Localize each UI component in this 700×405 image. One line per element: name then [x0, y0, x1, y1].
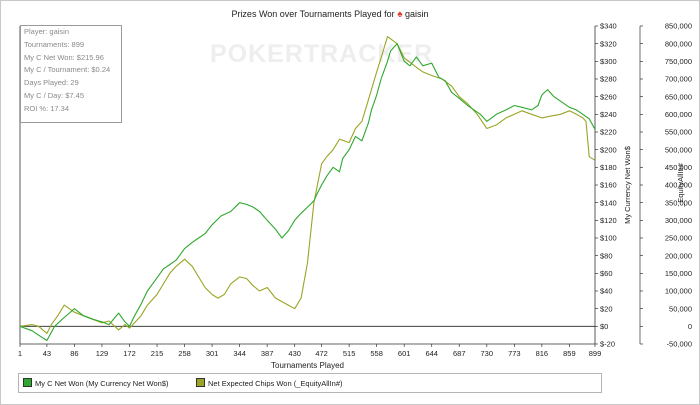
chart-title: Prizes Won over Tournaments Played for ♠… [0, 9, 660, 20]
stat-per-tournament: My C / Tournament: $0.24 [24, 65, 111, 75]
y-tick-label-right: -50,000 [667, 340, 692, 349]
legend-swatch-net-won [23, 378, 32, 387]
x-tick-label: 344 [233, 349, 246, 358]
x-tick-label: 215 [151, 349, 164, 358]
y-tick-label-left: $0 [600, 322, 608, 331]
x-tick-label: 773 [508, 349, 521, 358]
y-tick-label-right: 550,000 [665, 128, 692, 137]
y-tick-label-left: $140 [600, 198, 617, 207]
y-tick-label-left: $340 [600, 22, 617, 31]
chart-title-player: gaisin [405, 9, 429, 19]
legend-item-expected-chips[interactable]: Net Expected Chips Won (_EquityAllIn#) [196, 378, 343, 388]
y-tick-label-left: $260 [600, 92, 617, 101]
y-tick-label-left: $200 [600, 145, 617, 154]
y-tick-label-right: 250,000 [665, 234, 692, 243]
x-tick-label: 43 [43, 349, 51, 358]
y-tick-label-right: 400,000 [665, 181, 692, 190]
x-tick-label: 687 [453, 349, 466, 358]
legend: My C Net Won (My Currency Net Won$) Net … [18, 373, 602, 393]
y-tick-label-left: $180 [600, 163, 617, 172]
y-tick-label-right: 500,000 [665, 145, 692, 154]
y-axis-title-left: My Currency Net Won$ [623, 145, 632, 224]
x-tick-label: 129 [96, 349, 109, 358]
x-tick-label: 430 [288, 349, 301, 358]
spade-icon: ♠ [397, 9, 403, 20]
legend-label-net-won: My C Net Won (My Currency Net Won$) [35, 379, 169, 388]
y-tick-label-left: $20 [600, 304, 613, 313]
y-tick-label-right: 350,000 [665, 198, 692, 207]
series-layer [19, 36, 596, 342]
stat-days-played: Days Played: 29 [24, 78, 79, 88]
y-tick-label-right: 800,000 [665, 39, 692, 48]
y-tick-label-left: $220 [600, 128, 617, 137]
y-tick-label-left: $-20 [600, 340, 615, 349]
x-tick-label: 601 [398, 349, 411, 358]
x-tick-label: 387 [261, 349, 274, 358]
y-tick-label-right: 300,000 [665, 216, 692, 225]
y-tick-label-left: $160 [600, 181, 617, 190]
y-tick-label-right: 850,000 [665, 22, 692, 31]
y-tick-label-left: $280 [600, 75, 617, 84]
y-tick-label-left: $80 [600, 251, 613, 260]
y-tick-label-right: 50,000 [669, 304, 692, 313]
stat-per-day: My C / Day: $7.45 [24, 90, 85, 100]
legend-swatch-expected-chips [196, 378, 205, 387]
x-tick-label: 515 [343, 349, 356, 358]
x-tick-label: 172 [123, 349, 136, 358]
series-line-expected-chips [19, 36, 596, 334]
x-tick-label: 472 [315, 349, 328, 358]
y-tick-label-left: $120 [600, 216, 617, 225]
pokertracker-watermark: POKERTRACKER [210, 40, 434, 68]
stat-tournaments: Tournaments: 899 [24, 39, 85, 49]
y-tick-label-right: 600,000 [665, 110, 692, 119]
stat-player: Player: gaisin [24, 27, 70, 36]
stats-box: Player: gaisin Tournaments: 899 My C Net… [20, 25, 122, 123]
series-line-net-won [19, 43, 596, 342]
y-tick-label-left: $300 [600, 57, 617, 66]
y-tick-label-left: $60 [600, 269, 613, 278]
x-tick-label: 558 [370, 349, 383, 358]
y-tick-label-right: 750,000 [665, 57, 692, 66]
stat-roi: ROI %: 17.34 [24, 103, 70, 113]
legend-label-expected-chips: Net Expected Chips Won (_EquityAllIn#) [208, 379, 343, 388]
y-tick-label-right: 200,000 [665, 251, 692, 260]
y-tick-label-left: $100 [600, 234, 617, 243]
x-axis-title: Tournaments Played [271, 361, 344, 370]
legend-item-net-won[interactable]: My C Net Won (My Currency Net Won$) [23, 378, 169, 388]
x-tick-label: 816 [536, 349, 549, 358]
x-tick-label: 1 [18, 349, 22, 358]
y-tick-label-right: 450,000 [665, 163, 692, 172]
y-tick-label-left: $240 [600, 110, 617, 119]
y-tick-label-right: 100,000 [665, 287, 692, 296]
y-tick-label-right: 650,000 [665, 92, 692, 101]
chart-title-text: Prizes Won over Tournaments Played for [231, 9, 395, 19]
y-tick-label-right: 0 [688, 322, 692, 331]
labels-layer: 1 43 86 129 172 215 258 301 344 387 430 472 515 558 60… [18, 22, 692, 370]
x-tick-label: 899 [589, 349, 602, 358]
stat-net-won: My C Net Won: $215.96 [24, 52, 104, 62]
y-tick-label-left: $320 [600, 39, 617, 48]
x-tick-label: 301 [206, 349, 219, 358]
y-tick-label-left: $40 [600, 287, 613, 296]
y-tick-label-right: 150,000 [665, 269, 692, 278]
y-tick-label-right: 700,000 [665, 75, 692, 84]
x-tick-label: 730 [481, 349, 494, 358]
x-tick-label: 644 [425, 349, 438, 358]
y-axis-title-right: _EquityAllIn# [676, 162, 685, 208]
x-tick-label: 86 [70, 349, 78, 358]
x-tick-label: 859 [563, 349, 576, 358]
x-tick-label: 258 [178, 349, 191, 358]
